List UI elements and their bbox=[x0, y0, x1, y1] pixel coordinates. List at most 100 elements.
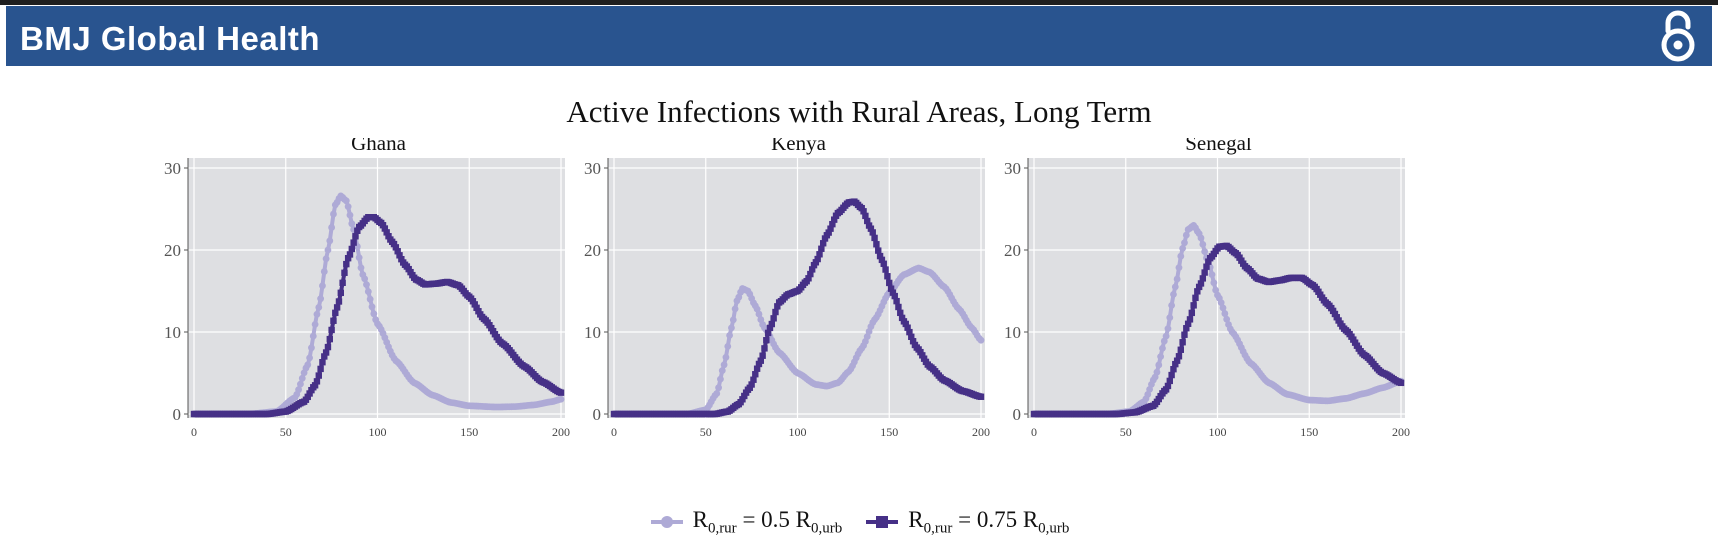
data-point bbox=[750, 376, 757, 383]
data-point bbox=[322, 255, 330, 263]
data-point bbox=[1164, 325, 1172, 333]
data-point bbox=[320, 268, 328, 275]
x-tick-label: 50 bbox=[700, 425, 712, 439]
data-point bbox=[1168, 371, 1175, 379]
data-point bbox=[557, 389, 565, 396]
data-point bbox=[364, 288, 372, 296]
data-point bbox=[766, 324, 774, 332]
panel-title: Kenya bbox=[771, 138, 826, 155]
data-point bbox=[755, 360, 763, 368]
data-point bbox=[304, 393, 311, 401]
data-point bbox=[297, 380, 304, 388]
data-point bbox=[344, 203, 352, 211]
series-rural-075 bbox=[1030, 242, 1405, 418]
chart-svg-kenya: Kenya 0 10 20 30 0 50 100 150 200 bbox=[584, 138, 990, 439]
data-point bbox=[862, 212, 869, 220]
data-point bbox=[772, 308, 779, 316]
data-point bbox=[752, 371, 759, 378]
data-point bbox=[1175, 264, 1183, 272]
data-point bbox=[324, 246, 332, 254]
data-point bbox=[748, 381, 755, 388]
open-access-icon[interactable] bbox=[1654, 9, 1702, 65]
data-point bbox=[1201, 269, 1208, 276]
data-point bbox=[392, 244, 400, 251]
data-point bbox=[1181, 239, 1188, 247]
data-point bbox=[319, 282, 326, 290]
data-point bbox=[1203, 263, 1210, 270]
data-point bbox=[1164, 382, 1172, 390]
data-point bbox=[1192, 294, 1199, 302]
y-tick-label: 30 bbox=[584, 159, 601, 178]
data-point bbox=[308, 344, 315, 352]
data-point bbox=[311, 321, 319, 328]
data-point bbox=[1221, 310, 1229, 317]
data-point bbox=[337, 289, 344, 297]
data-point bbox=[1199, 240, 1207, 248]
x-tick-label: 100 bbox=[369, 425, 387, 439]
series-rural-075 bbox=[610, 198, 985, 418]
top-border-line bbox=[0, 0, 1718, 5]
data-point bbox=[1210, 279, 1218, 287]
x-tick-label: 100 bbox=[1209, 425, 1227, 439]
x-tick-label: 50 bbox=[280, 425, 292, 439]
data-point bbox=[313, 310, 321, 318]
data-point bbox=[746, 384, 753, 391]
data-point bbox=[805, 275, 812, 282]
legend-label-rural-075: R0,rur = 0.75 R0,urb bbox=[908, 506, 1070, 537]
data-point bbox=[818, 245, 825, 252]
data-point bbox=[394, 248, 401, 255]
data-point bbox=[366, 295, 374, 303]
data-point bbox=[812, 259, 820, 266]
chart-svg-senegal: Senegal 0 10 20 30 0 50 100 150 200 bbox=[1004, 138, 1410, 439]
data-point bbox=[1155, 361, 1163, 369]
data-point bbox=[1175, 353, 1183, 360]
data-point bbox=[473, 304, 480, 312]
x-tick-label: 0 bbox=[1031, 425, 1037, 439]
data-point bbox=[1188, 309, 1196, 317]
data-point bbox=[315, 372, 322, 379]
data-point bbox=[757, 357, 764, 364]
data-point bbox=[344, 255, 352, 262]
data-point bbox=[882, 266, 889, 273]
data-point bbox=[339, 279, 346, 286]
data-point bbox=[891, 292, 898, 300]
data-point bbox=[1201, 248, 1209, 255]
data-point bbox=[1195, 283, 1203, 291]
chart-svg-ghana: Ghana 0 10 20 30 0 50 100 150 200 bbox=[164, 138, 570, 439]
data-point bbox=[816, 251, 823, 258]
y-tick-label: 10 bbox=[584, 323, 601, 342]
data-point bbox=[1397, 379, 1405, 387]
data-point bbox=[904, 324, 911, 331]
data-point bbox=[871, 234, 878, 242]
panel-title: Senegal bbox=[1185, 138, 1252, 155]
y-tick-label: 20 bbox=[164, 241, 181, 260]
data-point bbox=[718, 367, 726, 375]
data-point bbox=[895, 303, 902, 311]
data-point bbox=[379, 222, 387, 229]
data-point bbox=[317, 365, 324, 373]
data-point bbox=[354, 227, 361, 234]
data-point bbox=[357, 264, 365, 272]
plot-background bbox=[188, 158, 565, 418]
data-point bbox=[355, 254, 363, 262]
data-point bbox=[328, 326, 335, 334]
x-tick-label: 150 bbox=[460, 425, 478, 439]
x-tick-label: 50 bbox=[1120, 425, 1132, 439]
data-point bbox=[1173, 275, 1181, 283]
x-tick-label: 0 bbox=[611, 425, 617, 439]
data-point bbox=[1162, 332, 1170, 340]
y-tick-label: 20 bbox=[1004, 241, 1021, 260]
data-point bbox=[1182, 231, 1190, 239]
data-point bbox=[346, 211, 354, 219]
series-rural-075 bbox=[190, 214, 565, 418]
data-point bbox=[717, 375, 724, 383]
data-point bbox=[880, 260, 887, 267]
data-point bbox=[1166, 377, 1173, 385]
data-point bbox=[902, 320, 909, 328]
data-point bbox=[322, 349, 330, 356]
data-point bbox=[1170, 290, 1177, 298]
data-point bbox=[764, 329, 772, 337]
data-point bbox=[343, 260, 350, 268]
data-point bbox=[370, 310, 378, 318]
data-point bbox=[898, 314, 906, 322]
